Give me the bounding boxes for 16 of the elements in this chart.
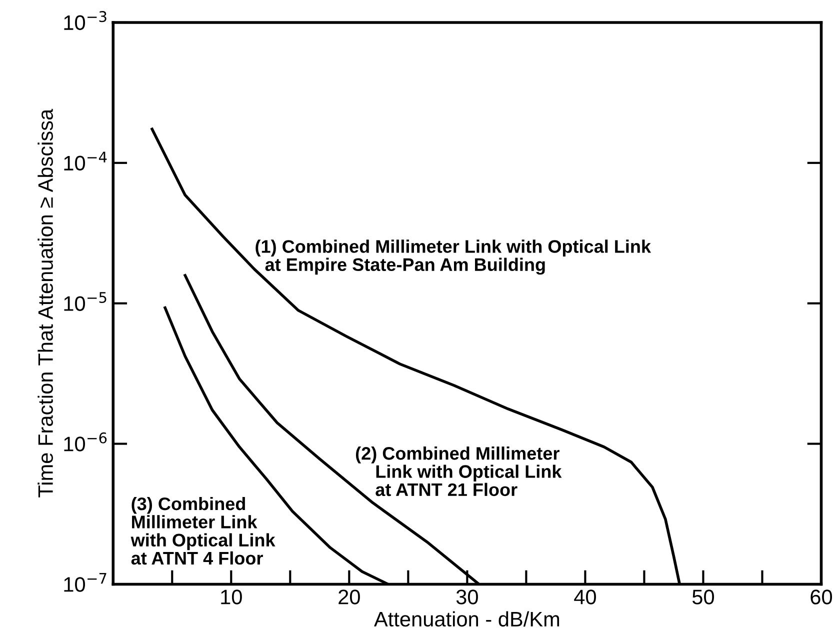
y-tick-label: 10$^{−5}$ [64,292,106,311]
y-tick-label: 10$^{−3}$ [64,11,106,30]
x-tick-label: 10 [221,590,242,604]
y-tick-label: 10$^{−4}$ [64,152,107,171]
x-tick-label: 30 [456,590,478,604]
x-tick-label: 60 [810,590,832,604]
x-tick-label: 20 [338,590,360,604]
annotation: (2) Combined Millimeter Link with Optical Link at ATNT 21 Floor [356,446,562,496]
y-axis-title: Time Fraction That Attenuation ≥ Abscissa [38,108,53,498]
y-tick-label: 10$^{−7}$ [64,573,106,592]
x-axis-title: Attenuation - dB/Km [374,611,560,627]
y-tick-label: 10$^{−6}$ [64,432,107,452]
annotation: (1) Combined Millimeter Link with Optical Link at Empire State-Pan Am Building [256,240,652,275]
annotation: (3) Combined Millimeter Link with Optical Link at ATNT 4 Floor [130,496,276,565]
x-tick-label: 50 [692,590,714,604]
x-tick-label: 40 [574,590,596,604]
